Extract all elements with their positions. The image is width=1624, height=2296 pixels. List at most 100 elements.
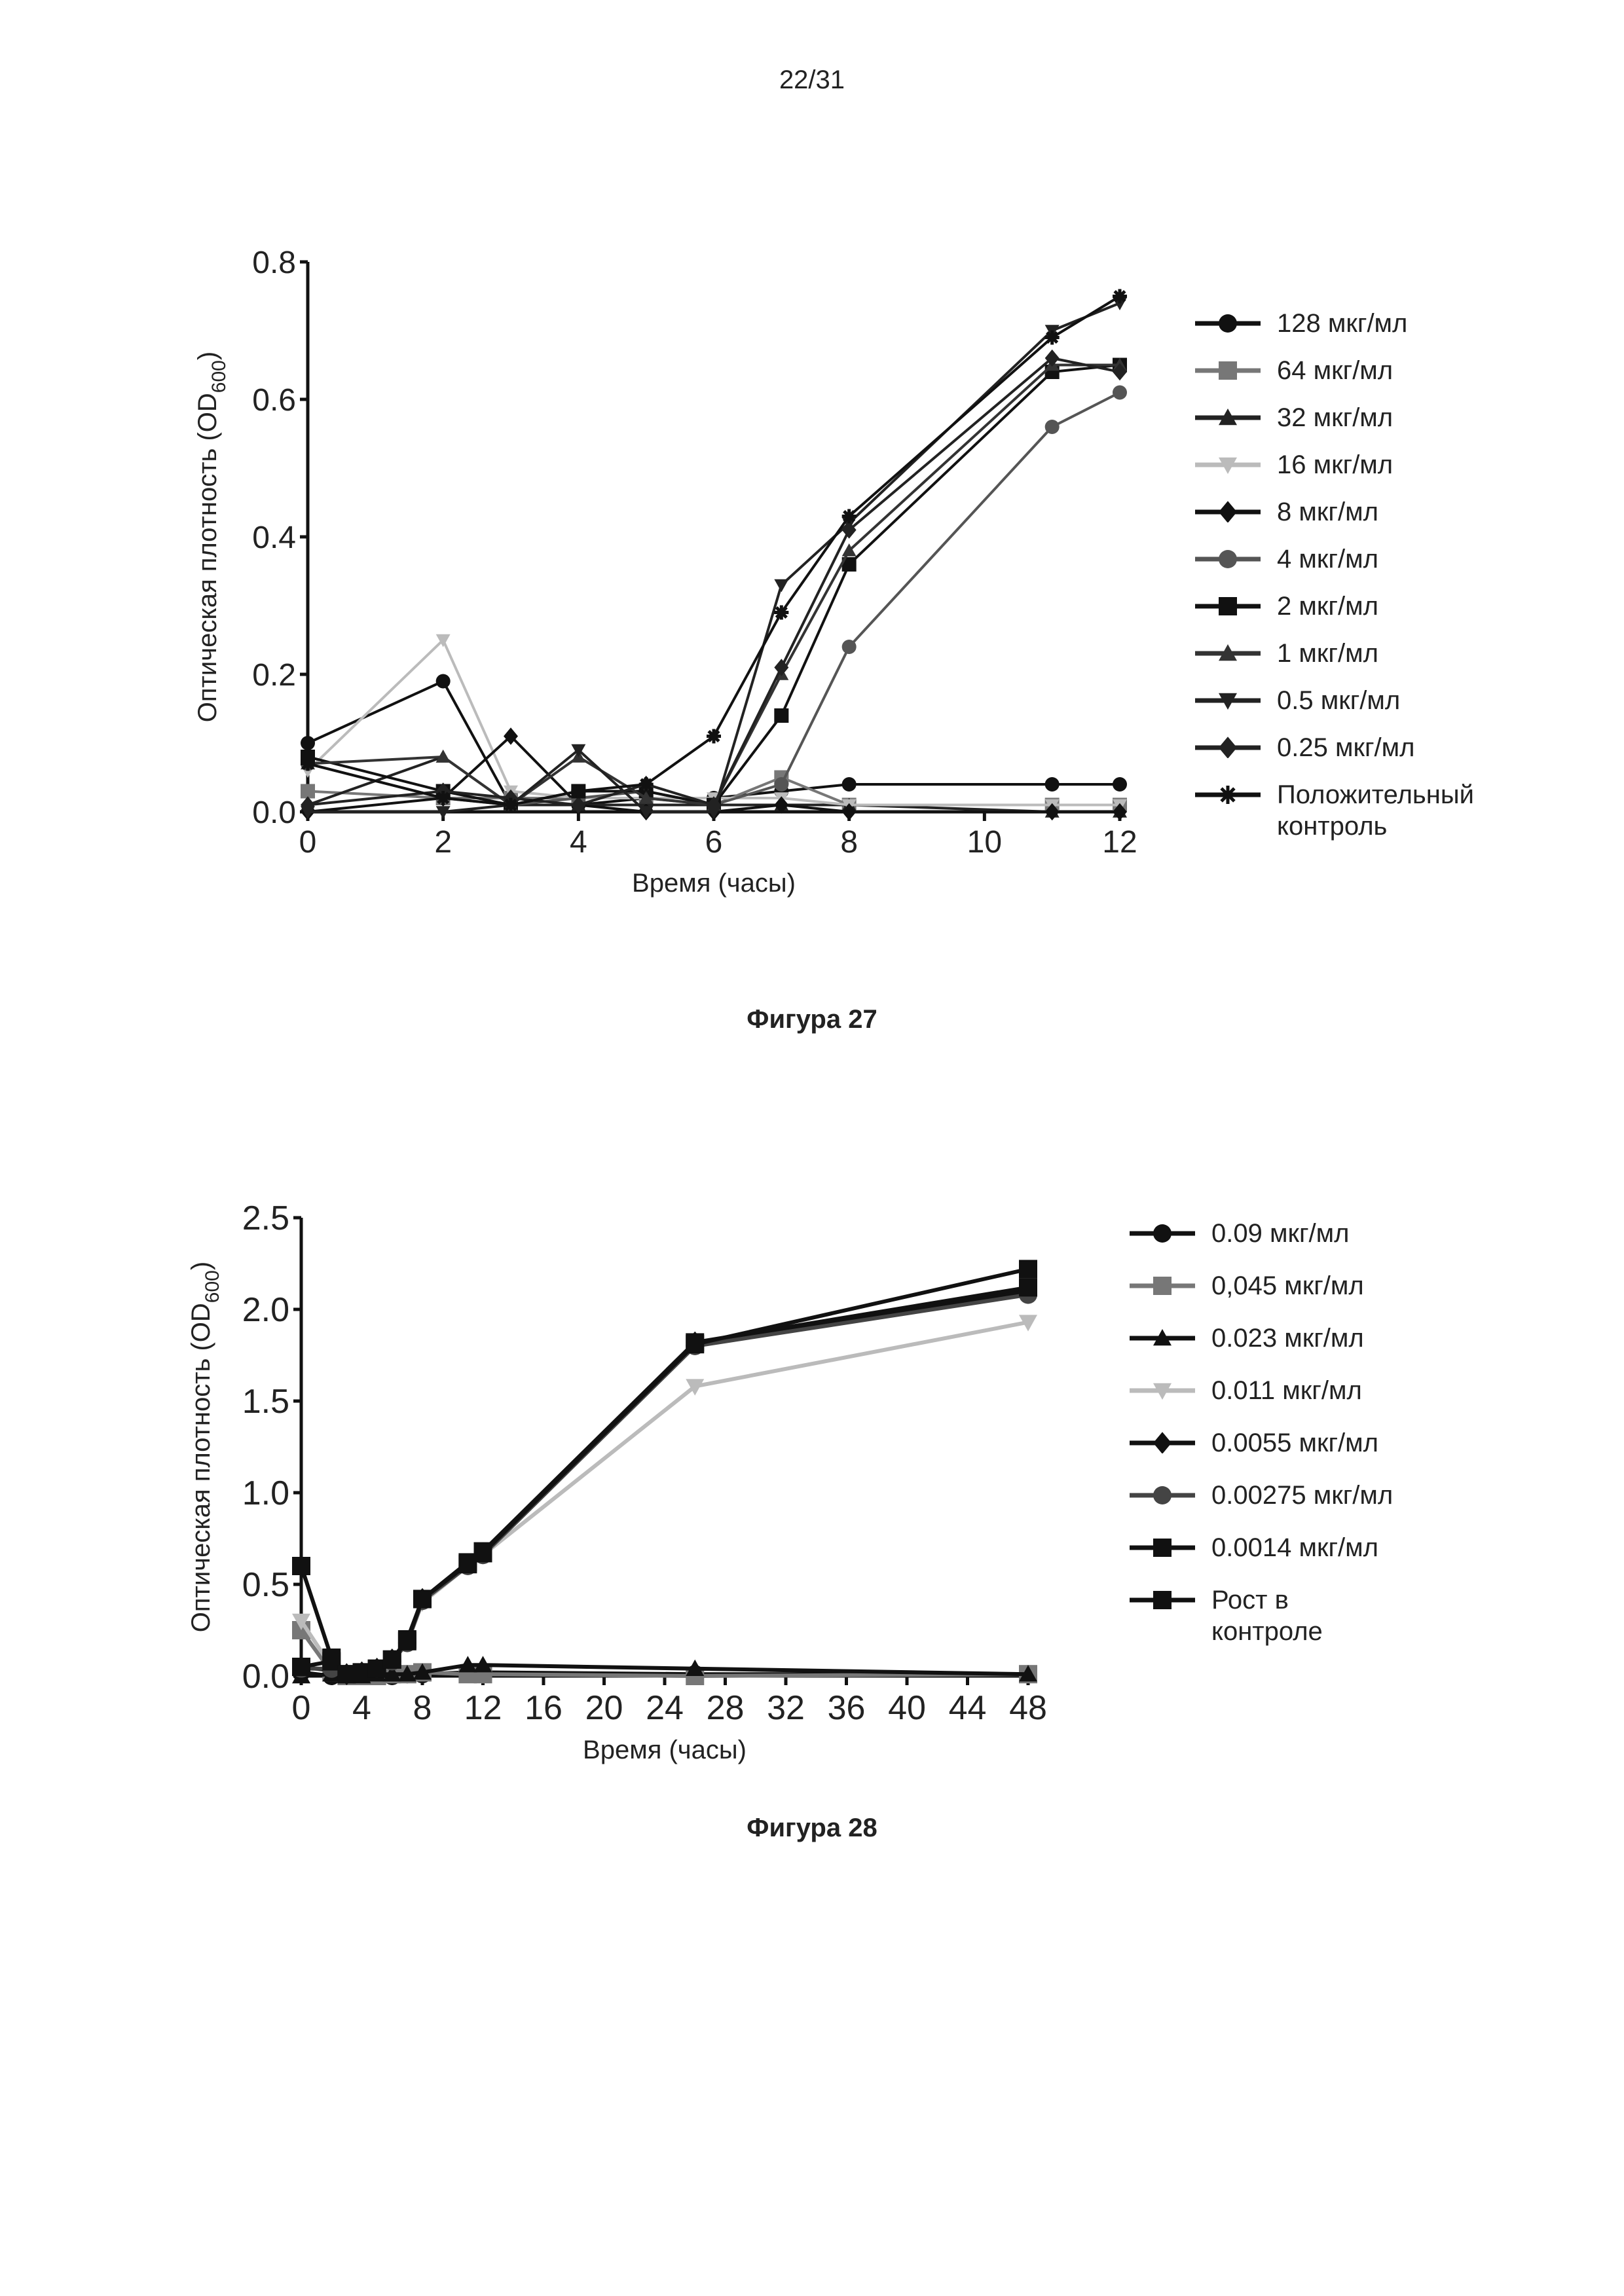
data-point [1113, 289, 1127, 304]
data-point [638, 791, 654, 804]
legend-marker [1153, 1591, 1172, 1609]
data-point [841, 640, 857, 654]
legend-symbol-icon [1195, 501, 1261, 522]
series-line [307, 363, 1120, 807]
data-point [841, 777, 857, 792]
legend-marker [1219, 644, 1237, 661]
data-point [397, 1665, 416, 1682]
legend-item: 4 мкг/мл [1192, 543, 1378, 575]
legend-item: 0.00275 мкг/мл [1126, 1480, 1393, 1511]
data-point [1044, 420, 1060, 434]
legend-item: 0.0055 мкг/мл [1126, 1427, 1378, 1459]
data-point [686, 1659, 705, 1676]
legend-item: 8 мкг/мл [1192, 496, 1378, 528]
legend-symbol-icon [1130, 1277, 1195, 1295]
series-6 [301, 357, 1127, 812]
data-point [435, 750, 451, 763]
legend-symbol-icon [1195, 314, 1261, 333]
data-point [774, 659, 789, 676]
legend-label: 8 мкг/мл [1277, 498, 1378, 526]
data-point [1019, 1260, 1037, 1279]
x-tick-label: 10 [967, 825, 1002, 860]
legend-label: 0.011 мкг/мл [1211, 1376, 1362, 1405]
legend-symbol-icon [1195, 597, 1261, 615]
data-point [301, 784, 315, 799]
legend-marker [1153, 1224, 1172, 1243]
data-point [458, 1656, 477, 1673]
data-point [322, 1649, 341, 1667]
data-point [707, 796, 721, 814]
x-tick-label: 2 [434, 825, 452, 860]
data-point [1019, 1278, 1037, 1297]
y-tick-label: 0.0 [252, 795, 296, 830]
data-point [1113, 803, 1127, 821]
x-tick-label: 4 [352, 1689, 371, 1727]
figure-27-caption: Фигура 27 [747, 1005, 877, 1034]
legend-item: 0.0014 мкг/мл [1126, 1532, 1378, 1563]
x-tick-label: 6 [705, 825, 723, 860]
series-6 [292, 1278, 1037, 1684]
data-point [686, 1379, 705, 1396]
legend-symbol-icon [1195, 550, 1261, 568]
legend-item: 0,045 мкг/мл [1126, 1270, 1364, 1302]
legend-item: Положительный контроль [1192, 779, 1474, 842]
legend-marker [1219, 314, 1237, 333]
series-line [301, 1289, 1029, 1677]
legend-symbol-icon [1195, 457, 1261, 474]
chart-figure-28: 0.00.51.01.52.02.50 4 8 12 16 20 24 28 32 36 40 44 4… [187, 1199, 1047, 1764]
legend-symbol-icon [1195, 786, 1261, 804]
data-point [1113, 363, 1127, 381]
x-tick-label: 24 [646, 1689, 684, 1727]
legend-marker [1219, 361, 1237, 380]
legend-label: Рост в контроле [1211, 1586, 1323, 1646]
data-point [301, 756, 315, 771]
series-10 [301, 289, 1127, 812]
legend-symbol-icon [1195, 693, 1261, 710]
x-tick-label: 40 [888, 1689, 926, 1727]
figure-28-caption: Фигура 28 [747, 1813, 877, 1842]
legend-item: 1 мкг/мл [1192, 638, 1378, 669]
data-point [774, 708, 789, 723]
x-axis-label: Время (часы) [583, 1736, 747, 1764]
legend-item: 0.25 мкг/мл [1192, 732, 1415, 763]
x-tick-label: 32 [767, 1689, 805, 1727]
legend-item: 0.09 мкг/мл [1126, 1218, 1350, 1249]
x-tick-label: 12 [1102, 825, 1137, 860]
legend-symbol-icon [1195, 409, 1261, 426]
data-point [1019, 1315, 1037, 1332]
x-tick-label: 28 [707, 1689, 745, 1727]
data-point [382, 1650, 401, 1669]
legend-label: 128 мкг/мл [1277, 309, 1408, 338]
legend-label: 0.023 мкг/мл [1211, 1324, 1364, 1353]
legend-marker [1219, 457, 1237, 474]
x-axis-label: Время (часы) [632, 869, 796, 898]
legend-symbol-icon [1130, 1329, 1195, 1346]
data-point [1044, 349, 1060, 367]
x-tick-label: 20 [585, 1689, 623, 1727]
legend-item: 0.5 мкг/мл [1192, 685, 1400, 716]
series-line [307, 363, 1120, 807]
legend-figure-28: 0.09 мкг/мл 0,045 мкг/мл 0.023 мкг/мл 0.011… [1126, 1218, 1493, 1676]
data-point [382, 1665, 401, 1682]
legend-figure-27: 128 мкг/мл 64 мкг/мл 32 мкг/мл 16 мкг/мл 8 м… [1192, 308, 1559, 871]
data-point [841, 803, 857, 821]
data-point [435, 674, 451, 689]
legend-item: 128 мкг/мл [1192, 308, 1407, 339]
x-tick-label: 36 [828, 1689, 866, 1727]
y-tick-label: 0.6 [252, 383, 296, 418]
data-point [571, 796, 586, 814]
x-tick-label: 48 [1009, 1689, 1047, 1727]
legend-marker [1153, 1539, 1172, 1557]
series-line [307, 295, 1121, 807]
data-point [841, 521, 857, 539]
data-point [435, 634, 451, 647]
legend-symbol-icon [1195, 361, 1261, 380]
data-point [473, 1544, 492, 1563]
data-point [1044, 777, 1060, 792]
y-tick-label: 0.4 [252, 520, 296, 555]
data-point [1019, 1665, 1037, 1682]
data-point [774, 605, 789, 620]
data-point [1044, 330, 1060, 345]
x-tick-label: 4 [570, 825, 587, 860]
y-axis-label: Оптическая плотность (OD600) [193, 352, 230, 722]
